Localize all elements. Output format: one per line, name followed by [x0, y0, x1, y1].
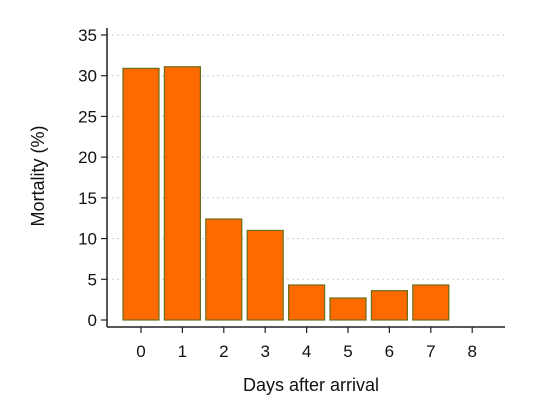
x-tick-label: 3: [260, 342, 269, 361]
y-axis-title: Mortality (%): [28, 125, 48, 226]
axes: [101, 28, 505, 333]
x-tick-label: 2: [219, 342, 228, 361]
y-tick-label: 15: [78, 189, 97, 208]
bar-day-1: [163, 66, 201, 321]
x-axis-title: Days after arrival: [243, 375, 379, 395]
x-tick-label: 0: [136, 342, 145, 361]
x-tick-label: 6: [385, 342, 394, 361]
bar-day-2: [205, 218, 243, 321]
bar-day-4: [288, 284, 326, 321]
x-tick-label: 5: [343, 342, 352, 361]
x-tick-label: 7: [426, 342, 435, 361]
bar-day-7: [412, 284, 450, 321]
y-tick-label: 20: [78, 148, 97, 167]
y-tick-label: 25: [78, 107, 97, 126]
x-tick-label: 1: [178, 342, 187, 361]
x-tick-labels: 0 1 2 3 4 5 6 7 8: [136, 342, 477, 361]
y-tick-label: 10: [78, 230, 97, 249]
x-tick-label: 4: [302, 342, 311, 361]
x-tick-label: 8: [467, 342, 476, 361]
y-tick-label: 0: [88, 311, 97, 330]
bar-day-0: [122, 67, 160, 321]
bar-day-5: [329, 297, 367, 321]
y-tick-labels: 0 5 10 15 20 25 30 35: [78, 26, 97, 330]
y-tick-label: 30: [78, 67, 97, 86]
bar-day-3: [246, 229, 284, 321]
bars: [122, 66, 450, 321]
y-tick-label: 35: [78, 26, 97, 45]
bar-day-6: [370, 290, 408, 321]
y-tick-label: 5: [88, 270, 97, 289]
